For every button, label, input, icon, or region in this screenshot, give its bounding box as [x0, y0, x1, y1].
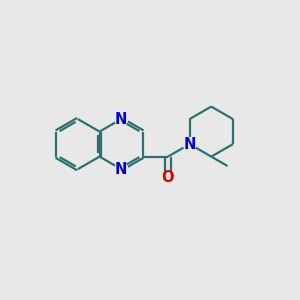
Circle shape	[115, 163, 128, 176]
Circle shape	[183, 138, 196, 151]
Circle shape	[115, 112, 128, 126]
Text: N: N	[183, 136, 196, 152]
Text: N: N	[115, 162, 128, 177]
Text: N: N	[115, 112, 128, 127]
Text: O: O	[162, 170, 174, 185]
Circle shape	[161, 171, 174, 184]
